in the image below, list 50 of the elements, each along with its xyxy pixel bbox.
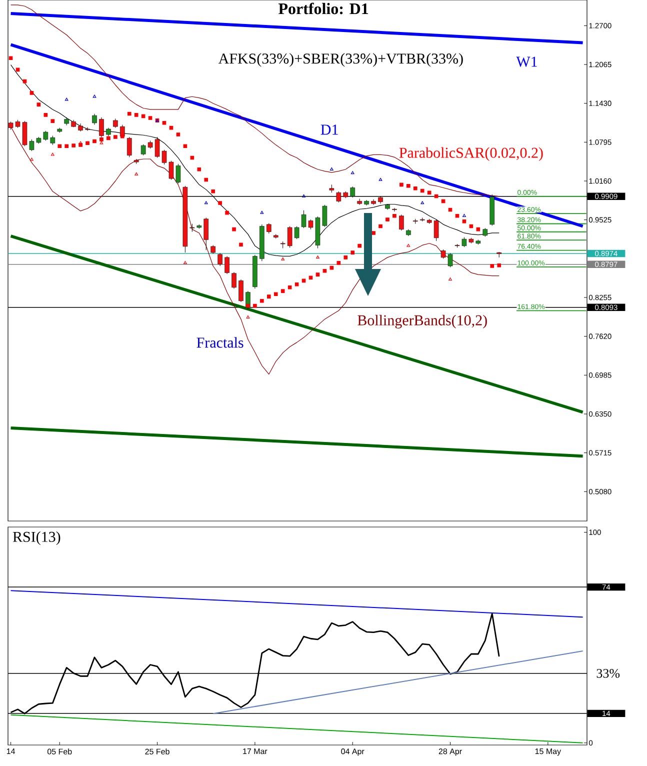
x-tick-label: 05 Feb xyxy=(47,748,72,754)
point xyxy=(50,152,54,156)
x-tick-label: 25 Feb xyxy=(145,748,170,754)
candlestick xyxy=(399,214,404,231)
x-tick-label: 04 Apr xyxy=(341,748,364,756)
point xyxy=(64,98,68,101)
candlestick xyxy=(204,217,208,250)
x-tick-label: 28 Apr xyxy=(438,748,462,756)
candlestick xyxy=(224,256,230,274)
point xyxy=(92,94,96,98)
text: BollingerBands(10,2) xyxy=(358,314,487,328)
point xyxy=(302,194,306,198)
point xyxy=(420,201,424,204)
x-tick-label: 14 xyxy=(6,748,16,754)
point xyxy=(134,172,138,176)
point xyxy=(78,141,82,144)
point xyxy=(350,171,354,174)
candlestick xyxy=(434,219,439,242)
point xyxy=(246,315,250,318)
candlestick xyxy=(127,136,132,158)
point xyxy=(281,257,285,260)
candlestick xyxy=(92,113,97,125)
point xyxy=(462,214,466,217)
candlestick xyxy=(50,136,56,146)
point xyxy=(316,256,320,259)
candlestick xyxy=(371,199,376,206)
candlestick xyxy=(113,118,118,128)
candlestick xyxy=(218,252,222,266)
series-label: W1 xyxy=(516,56,537,67)
text: AFKS(33%)+SBER(33%)+VTBR(33%) xyxy=(218,53,463,67)
point xyxy=(30,158,34,161)
point xyxy=(378,178,382,181)
point xyxy=(406,244,410,247)
chart-title: RSI(13) xyxy=(12,531,60,545)
candlestick xyxy=(266,222,272,234)
text: Fractals xyxy=(196,337,244,348)
series-label: D1 xyxy=(320,124,338,135)
candlestick xyxy=(238,279,244,302)
candlestick xyxy=(232,272,236,289)
point xyxy=(260,210,264,214)
point xyxy=(204,201,208,204)
point xyxy=(330,167,334,170)
ref-line-label: 33% xyxy=(596,668,620,678)
point xyxy=(100,141,104,144)
point xyxy=(184,261,187,264)
x-tick-label: 17 Mar xyxy=(243,748,268,754)
x-tick-label: 15 May xyxy=(535,748,562,756)
chart-title: Portfolio: D1 xyxy=(278,2,368,14)
point xyxy=(448,278,452,281)
series-label: ParabolicSAR(0.02,0.2) xyxy=(399,147,543,161)
